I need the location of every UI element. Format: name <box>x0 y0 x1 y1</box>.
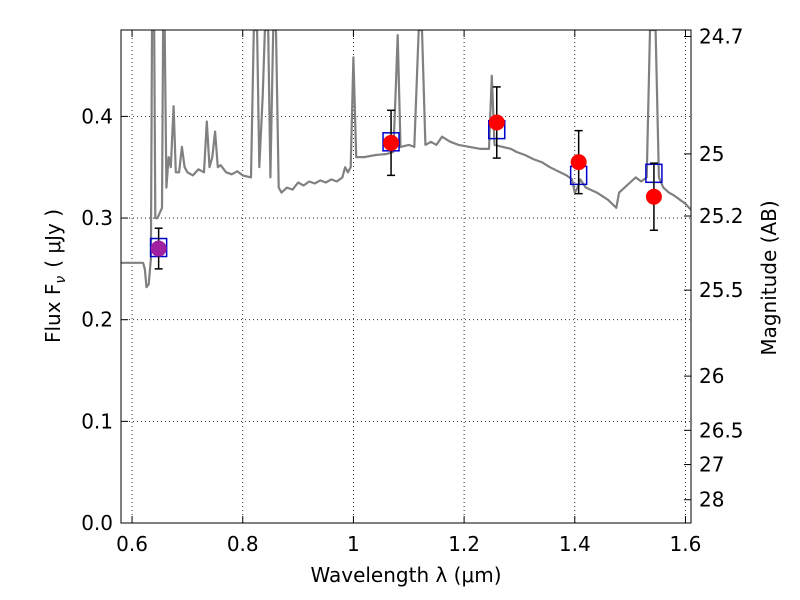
observed-point <box>570 154 587 171</box>
axis-ticks: 0.6 0.8 1 1.2 1.4 1.6 0.0 0.1 0.2 0.3 0.4 24.7 25 25.… <box>81 25 743 556</box>
y2-tick-label: 27 <box>699 453 724 477</box>
y2-tick-label: 25 <box>699 142 724 166</box>
x-tick-label: 1.4 <box>559 532 591 556</box>
x-tick-label: 0.8 <box>227 532 259 556</box>
y-tick-label: 0.4 <box>81 104 113 128</box>
y2-tick-label: 26 <box>699 364 724 388</box>
y2-tick-label: 24.7 <box>699 25 744 49</box>
observed-point <box>488 114 505 131</box>
observed-point <box>645 188 662 205</box>
y2-tick-label: 25.2 <box>699 204 744 228</box>
y-axis-label-subscript: ν <box>53 276 69 284</box>
y-tick-label: 0.0 <box>81 511 113 535</box>
x-tick-label: 0.6 <box>116 532 148 556</box>
x-tick-label: 1.6 <box>670 532 702 556</box>
y-tick-label: 0.2 <box>81 308 113 332</box>
y2-tick-label: 26.5 <box>699 418 744 442</box>
x-tick-label: 1.2 <box>448 532 480 556</box>
x-tick-label: 1 <box>347 532 360 556</box>
y2-axis-label: Magnitude (AB) <box>757 200 781 355</box>
observed-point <box>383 134 400 151</box>
y-tick-label: 0.3 <box>81 206 113 230</box>
y-axis-label-main: Flux F <box>41 284 65 343</box>
y-tick-label: 0.1 <box>81 409 113 433</box>
y-axis-label-unit: ( μJy ) <box>41 209 65 268</box>
y2-tick-label: 28 <box>699 488 724 512</box>
plot-frame <box>120 29 692 524</box>
y2-tick-label: 25.5 <box>699 278 744 302</box>
x-axis-label: Wavelength λ (μm) <box>310 563 501 587</box>
y-axis-label: Flux Fν ( μJy ) <box>41 209 69 343</box>
observed-point <box>150 240 167 257</box>
observed-photometry-series <box>150 86 662 270</box>
